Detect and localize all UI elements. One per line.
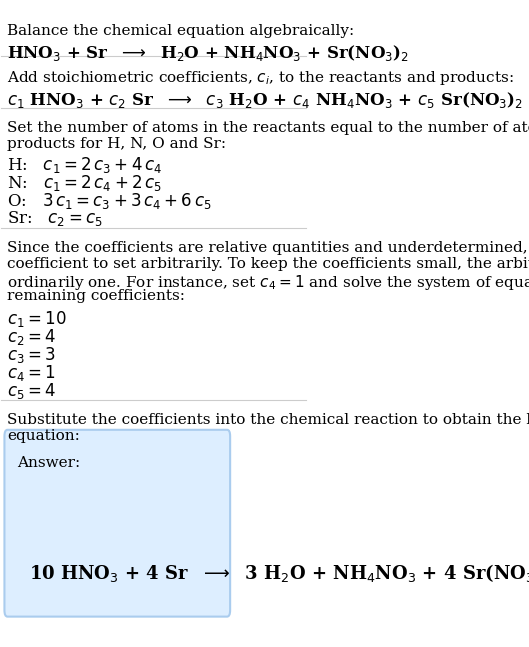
Text: Answer:: Answer: — [16, 455, 80, 470]
Text: ordinarily one. For instance, set $c_4 = 1$ and solve the system of equations fo: ordinarily one. For instance, set $c_4 =… — [7, 273, 529, 292]
Text: N:   $c_1 = 2\,c_4 + 2\,c_5$: N: $c_1 = 2\,c_4 + 2\,c_5$ — [7, 173, 162, 193]
Text: $c_2 = 4$: $c_2 = 4$ — [7, 327, 57, 347]
FancyBboxPatch shape — [4, 430, 230, 617]
Text: $c_3 = 3$: $c_3 = 3$ — [7, 345, 56, 365]
Text: Sr:   $c_2 = c_5$: Sr: $c_2 = c_5$ — [7, 209, 103, 228]
Text: $c_1$ HNO$_3$ + $c_2$ Sr  $\longrightarrow$  $c_3$ H$_2$O + $c_4$ NH$_4$NO$_3$ +: $c_1$ HNO$_3$ + $c_2$ Sr $\longrightarro… — [7, 91, 524, 110]
Text: Since the coefficients are relative quantities and underdetermined, choose a: Since the coefficients are relative quan… — [7, 241, 529, 255]
Text: Set the number of atoms in the reactants equal to the number of atoms in the: Set the number of atoms in the reactants… — [7, 120, 529, 135]
Text: H:   $c_1 = 2\,c_3 + 4\,c_4$: H: $c_1 = 2\,c_3 + 4\,c_4$ — [7, 155, 163, 175]
Text: equation:: equation: — [7, 429, 80, 443]
Text: coefficient to set arbitrarily. To keep the coefficients small, the arbitrary va: coefficient to set arbitrarily. To keep … — [7, 257, 529, 271]
Text: HNO$_3$ + Sr  $\longrightarrow$  H$_2$O + NH$_4$NO$_3$ + Sr(NO$_3$)$_2$: HNO$_3$ + Sr $\longrightarrow$ H$_2$O + … — [7, 43, 409, 63]
Text: $c_1 = 10$: $c_1 = 10$ — [7, 309, 67, 329]
Text: O:   $3\,c_1 = c_3 + 3\,c_4 + 6\,c_5$: O: $3\,c_1 = c_3 + 3\,c_4 + 6\,c_5$ — [7, 191, 212, 211]
Text: remaining coefficients:: remaining coefficients: — [7, 289, 186, 303]
Text: Balance the chemical equation algebraically:: Balance the chemical equation algebraica… — [7, 24, 355, 38]
Text: $c_5 = 4$: $c_5 = 4$ — [7, 381, 57, 401]
Text: Substitute the coefficients into the chemical reaction to obtain the balanced: Substitute the coefficients into the che… — [7, 413, 529, 427]
Text: Add stoichiometric coefficients, $c_i$, to the reactants and products:: Add stoichiometric coefficients, $c_i$, … — [7, 69, 514, 87]
Text: 10 HNO$_3$ + 4 Sr  $\longrightarrow$  3 H$_2$O + NH$_4$NO$_3$ + 4 Sr(NO$_3$)$_2$: 10 HNO$_3$ + 4 Sr $\longrightarrow$ 3 H$… — [29, 562, 529, 584]
Text: products for H, N, O and Sr:: products for H, N, O and Sr: — [7, 137, 226, 151]
Text: $c_4 = 1$: $c_4 = 1$ — [7, 363, 56, 383]
